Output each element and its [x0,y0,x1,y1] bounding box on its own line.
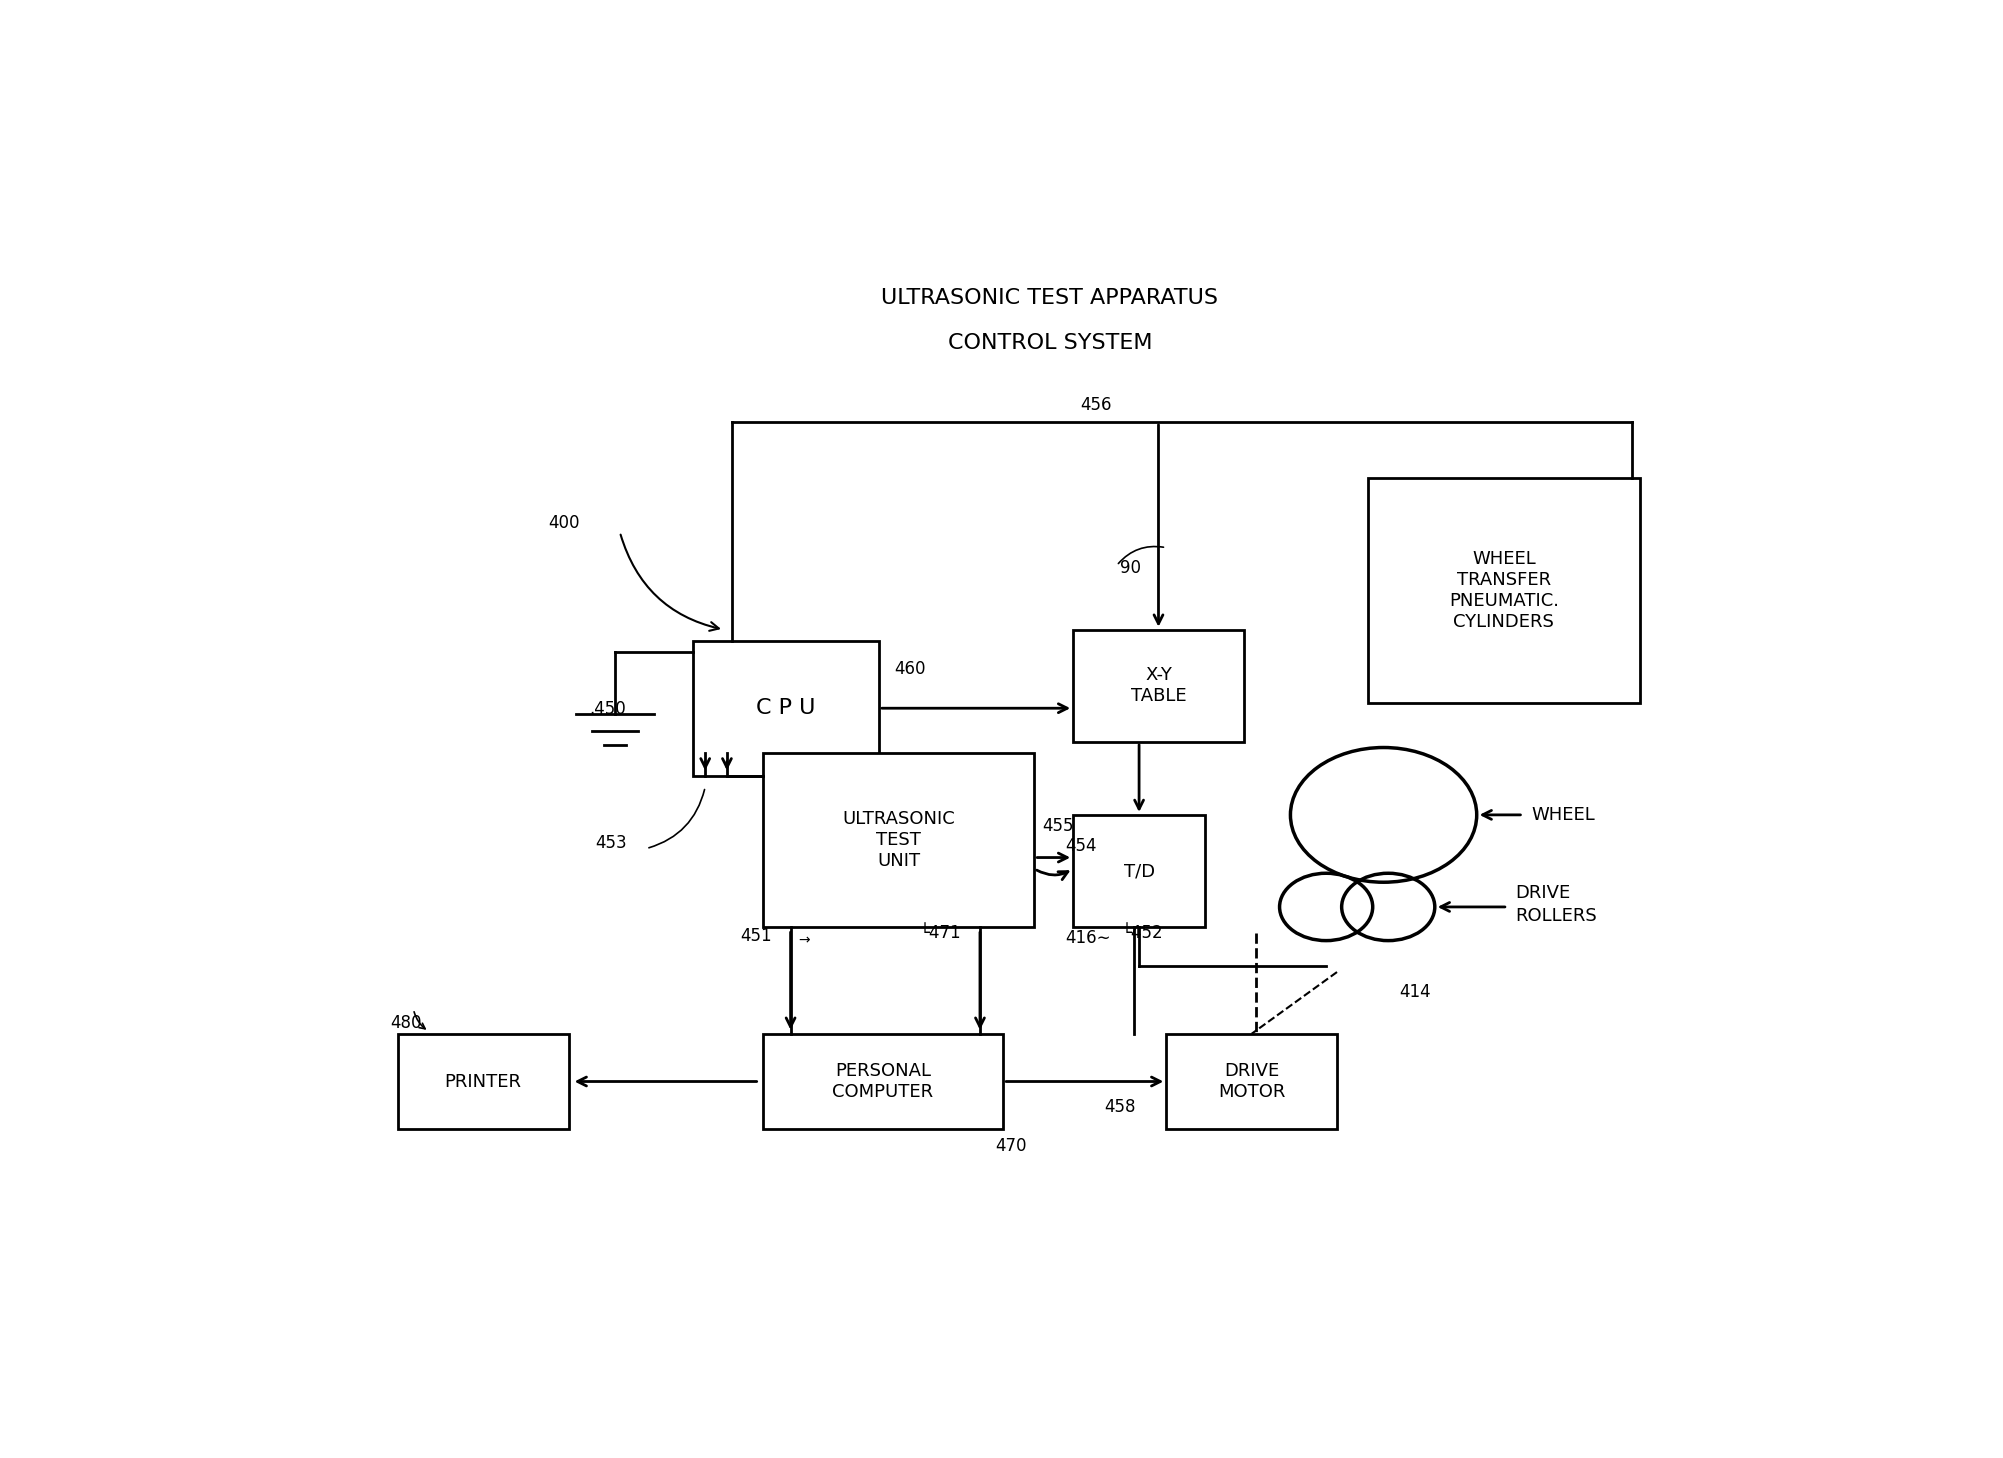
Text: X-Y
TABLE: X-Y TABLE [1130,666,1186,706]
Text: 454: 454 [1066,837,1096,856]
Text: WHEEL
TRANSFER
PNEUMATIC.
CYLINDERS: WHEEL TRANSFER PNEUMATIC. CYLINDERS [1448,550,1558,630]
Text: 456: 456 [1082,397,1112,414]
Text: ULTRASONIC
TEST
UNIT: ULTRASONIC TEST UNIT [841,811,955,870]
Bar [1074,630,1244,742]
Text: PERSONAL
COMPUTER: PERSONAL COMPUTER [833,1061,933,1101]
Bar [399,1034,569,1128]
Text: DRIVE: DRIVE [1516,885,1570,903]
Text: →: → [799,933,809,948]
Text: 400: 400 [549,515,581,532]
Text: └471: └471 [919,924,961,942]
Text: CONTROL SYSTEM: CONTROL SYSTEM [947,334,1152,353]
Text: 416∼: 416∼ [1066,929,1112,948]
Bar [763,1034,1004,1128]
Text: 458: 458 [1104,1098,1136,1115]
Bar [1074,815,1206,927]
Text: ULTRASONIC TEST APPARATUS: ULTRASONIC TEST APPARATUS [881,289,1218,309]
Text: 451: 451 [741,927,771,945]
Text: PRINTER: PRINTER [445,1073,521,1091]
Text: 470: 470 [995,1137,1028,1155]
Text: 90: 90 [1120,558,1140,577]
Text: C P U: C P U [757,698,815,719]
Text: └452: └452 [1122,924,1164,942]
Bar [1368,478,1640,703]
Bar [763,754,1034,927]
Bar [693,642,879,776]
Text: .450: .450 [589,700,625,719]
Text: ROLLERS: ROLLERS [1516,907,1596,924]
Text: WHEEL: WHEEL [1530,806,1594,824]
Text: T/D: T/D [1124,862,1154,881]
Text: 453: 453 [595,834,627,851]
Text: 480: 480 [391,1013,421,1032]
Text: 460: 460 [895,660,925,678]
Text: 414: 414 [1400,983,1430,1002]
Text: DRIVE
MOTOR: DRIVE MOTOR [1218,1061,1286,1101]
Bar [1166,1034,1338,1128]
Text: 455: 455 [1042,816,1074,835]
